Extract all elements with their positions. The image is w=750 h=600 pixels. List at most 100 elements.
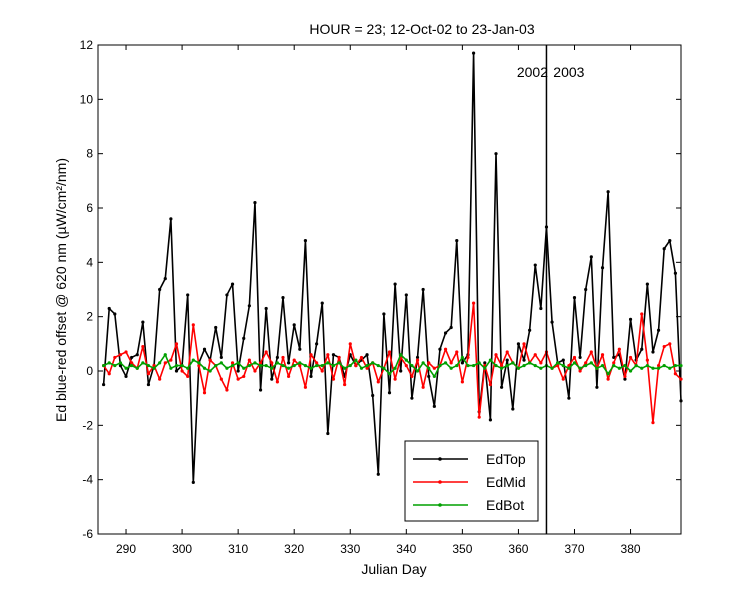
data-point-edbot [118,361,123,365]
data-point-edmid [656,363,661,368]
data-point-edbot [556,361,560,365]
data-point-edbot [292,363,296,368]
data-point-edmid [500,363,504,368]
legend-label-edbot: EdBot [486,497,524,513]
data-point-edmid [169,358,173,362]
data-point-edtop [376,472,380,476]
x-tick-label: 330 [340,542,360,556]
data-point-edbot [516,366,521,370]
data-point-edbot [208,369,212,373]
data-point-edbot [225,366,229,370]
data-point-edtop [539,306,543,311]
data-point-edtop [443,331,448,335]
data-point-edtop [382,312,386,316]
data-point-edtop [612,355,616,360]
series-line-edmid [102,302,682,424]
data-point-edmid [466,355,470,360]
data-point-edtop [595,385,599,389]
data-point-edbot [253,361,257,365]
data-point-edtop [315,342,319,346]
data-point-edbot [668,366,672,370]
data-point-edbot [662,363,666,368]
data-point-edmid [584,361,588,365]
data-point-edbot [617,366,621,370]
data-point-edtop [253,200,257,205]
data-point-edtop [186,293,190,297]
data-point-edmid [315,361,319,365]
data-point-edtop [528,328,532,332]
data-point-edmid [449,361,453,365]
data-point-edbot [550,366,554,370]
data-point-edbot [656,366,661,370]
data-point-edmid [286,374,291,379]
data-point-edbot [286,366,291,370]
x-tick-label: 300 [172,542,192,556]
y-axis-label: Ed blue-red offset @ 620 nm (µW/cm²/nm) [53,158,69,422]
data-point-edtop [135,353,139,357]
data-point-edbot [247,363,251,368]
data-point-edtop [326,431,330,436]
data-point-edbot [477,361,481,365]
data-point-edtop [258,388,263,392]
data-point-edbot [102,363,106,368]
data-point-edbot [640,366,644,370]
data-point-edbot [180,363,184,368]
data-point-edtop [404,293,408,297]
data-point-edbot [376,363,380,368]
data-point-edtop [584,287,588,292]
data-point-edmid [471,301,476,305]
data-point-edtop [645,282,649,286]
data-point-edmid [421,385,425,389]
data-point-edmid [443,347,448,351]
data-point-edbot [354,358,358,362]
data-point-edtop [511,407,515,411]
data-point-edbot [281,363,285,368]
data-point-edmid [202,391,207,395]
data-point-edmid [628,355,633,360]
x-tick-label: 350 [452,542,472,556]
data-point-edmid [640,312,644,316]
year-annotation-2002: 2002 [517,64,548,80]
data-point-edtop [432,404,436,408]
data-point-edtop [107,306,111,311]
data-point-edmid [359,355,364,360]
y-tick-label: 0 [86,364,93,378]
data-point-edtop [578,355,582,360]
legend-item-edtop: EdTop [413,451,526,467]
data-point-edtop [651,350,655,354]
data-point-edbot [673,363,677,368]
data-point-edtop [102,382,106,387]
data-point-edtop [488,418,493,422]
data-point-edbot [387,372,392,376]
data-point-edtop [146,382,151,387]
data-point-edtop [399,369,403,373]
data-point-edbot [343,366,347,370]
data-point-edbot [421,361,425,365]
data-point-edtop [600,266,605,270]
data-point-edmid [186,374,190,379]
data-point-edbot [427,366,431,370]
legend-marker-edbot [438,503,442,507]
data-point-edbot [404,358,408,362]
data-point-edmid [163,361,167,365]
data-point-edbot [186,366,190,370]
data-point-edmid [292,358,296,362]
data-point-edmid [539,361,543,365]
data-point-edtop [623,377,627,381]
data-point-edbot [679,363,683,368]
data-point-edmid [152,363,156,368]
data-point-edmid [432,366,436,370]
data-point-edmid [281,355,285,360]
data-point-edtop [516,342,521,346]
data-point-edmid [146,372,151,376]
plot-area: 290 300 310 320 330 340 350 360 370 380 -6 -4 -2 0 2 4 6… [80,38,683,556]
data-point-edtop [124,374,128,379]
data-point-edbot [174,363,179,368]
data-point-edmid [225,388,229,392]
data-point-edbot [230,363,235,368]
data-point-edbot [651,366,655,370]
data-point-edbot [572,361,577,365]
data-point-edbot [415,369,420,373]
data-point-edtop [533,263,537,267]
